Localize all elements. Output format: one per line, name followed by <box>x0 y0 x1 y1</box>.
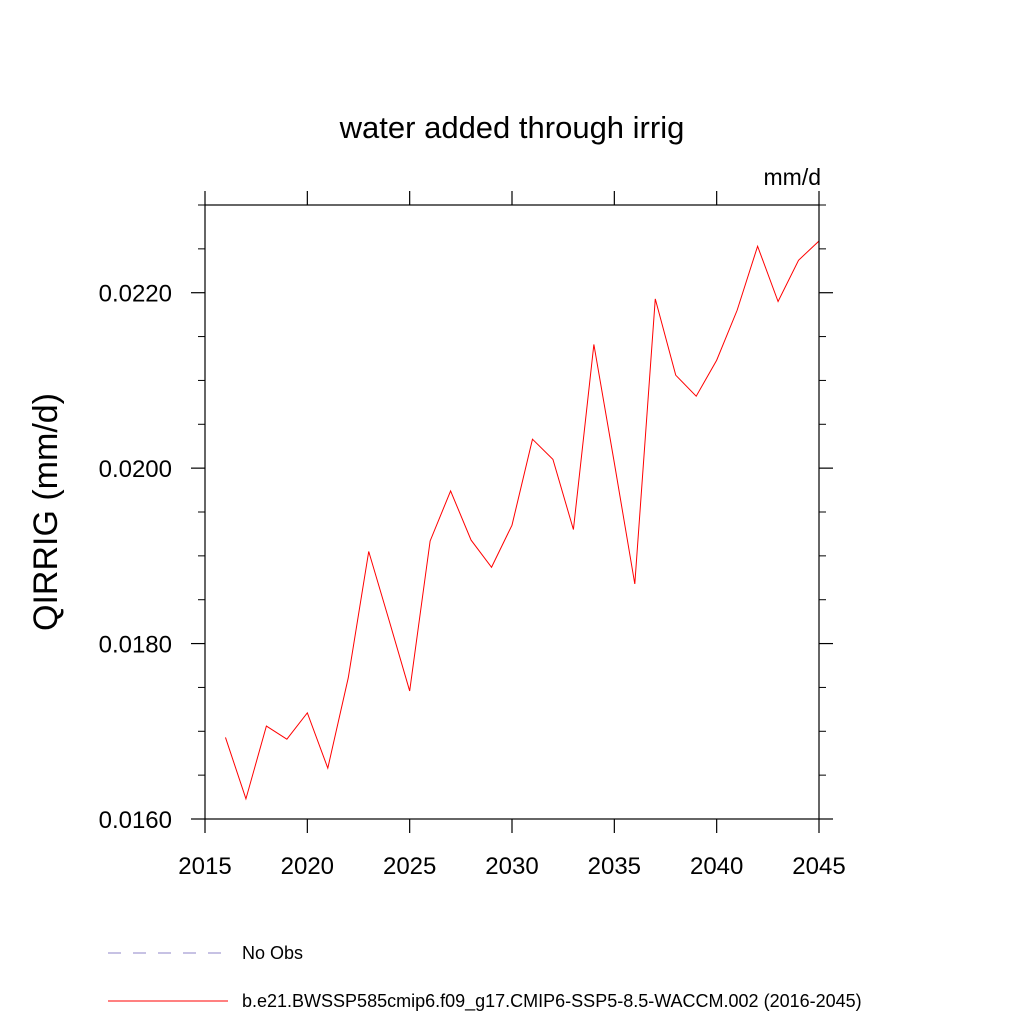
plot-frame <box>204 204 820 820</box>
series-line <box>224 240 820 801</box>
x-tick-label: 2025 <box>383 853 436 880</box>
legend-label: b.e21.BWSSP585cmip6.f09_g17.CMIP6-SSP5-8… <box>242 991 862 1012</box>
series-layer <box>224 240 820 801</box>
chart-title: water added through irrig <box>339 110 685 145</box>
tick-labels: 2015 2020 2025 2030 2035 2040 2045 0.0160 0.0180… <box>99 281 846 880</box>
axis-ticks <box>191 191 833 833</box>
x-tick-label: 2035 <box>588 853 641 880</box>
x-tick-label: 2015 <box>178 853 231 880</box>
y-axis-label: QIRRIG (mm/d) <box>27 393 65 631</box>
y-tick-label: 0.0160 <box>99 807 172 834</box>
units-label: mm/d <box>764 164 822 190</box>
legend: No Obs b.e21.BWSSP585cmip6.f09_g17.CMIP6-… <box>108 943 862 1012</box>
x-tick-label: 2045 <box>792 853 845 880</box>
x-tick-label: 2030 <box>485 853 538 880</box>
legend-label: No Obs <box>242 943 303 963</box>
x-tick-label: 2020 <box>281 853 334 880</box>
x-tick-label: 2040 <box>690 853 743 880</box>
y-tick-label: 0.0200 <box>99 456 172 483</box>
y-tick-label: 0.0220 <box>99 281 172 308</box>
y-tick-label: 0.0180 <box>99 632 172 659</box>
